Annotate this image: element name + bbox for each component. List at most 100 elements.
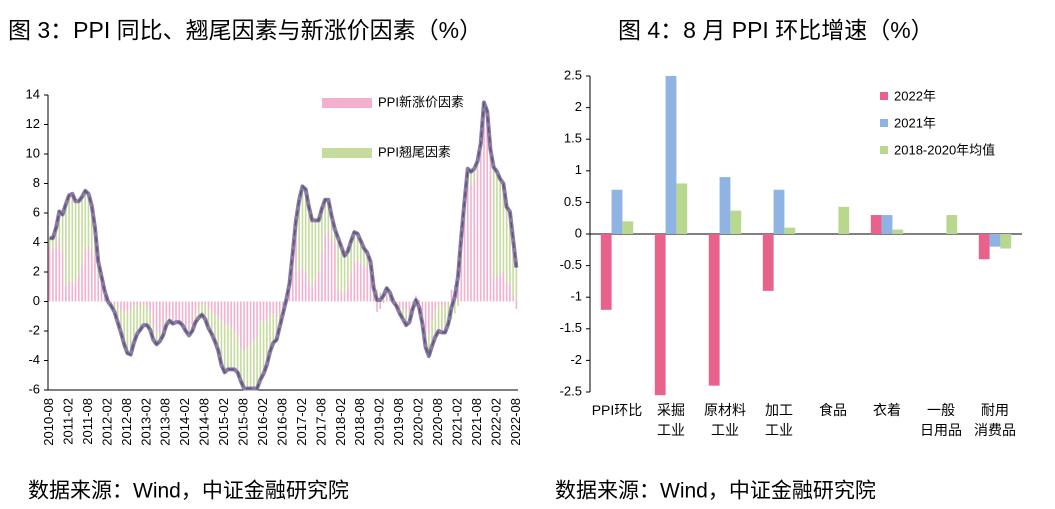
bar [719,177,731,234]
x-tick-label: 2014-02 [177,398,192,446]
x-tick-label: 2012-02 [99,398,114,446]
bar [87,245,90,302]
bar [363,266,365,302]
bar [65,204,67,286]
bar [210,311,213,334]
bar [272,301,275,314]
bar [676,183,688,234]
bar [188,301,190,330]
bar [233,301,236,333]
bar [418,300,420,302]
bar [68,280,70,302]
y-tick-label: -6 [28,381,40,396]
bar [372,292,375,302]
bar [838,206,850,234]
bar [492,167,495,278]
bar [243,301,245,352]
bar [327,229,330,302]
x-tick-label: 2011-02 [61,398,76,445]
bar [350,273,352,302]
bar [113,301,116,305]
bar [476,168,479,302]
bar [337,289,339,302]
bar [424,301,427,330]
legend-swatch [880,119,888,127]
bar [133,301,135,306]
x-tick-label: 2018-08 [352,398,367,446]
bar [431,301,433,321]
source-note: 数据来源：Wind，中证金融研究院 [555,480,876,503]
bar [223,301,226,326]
bar [665,76,677,234]
x-tick-label: 2020-02 [411,398,426,446]
bar [81,196,83,264]
x-tick-label: 2019-02 [372,398,387,446]
bar [308,207,310,281]
bar [366,266,369,302]
y-tick-label: -2.5 [560,383,582,398]
chart-title: 图 3：PPI 同比、翘尾因素与新涨价因素（%） [8,17,482,43]
bar [275,301,278,318]
x-tick-label: 2021-08 [469,398,484,446]
x-tick-label: 一般 日用品 [920,402,962,438]
bar [337,238,339,290]
y-tick-label: -1.5 [560,320,582,335]
bar [230,301,232,329]
bar [324,236,326,302]
y-tick-label: 14 [26,86,40,101]
bar [343,292,346,302]
bar [256,301,258,337]
bar [405,301,407,314]
bar [512,295,514,302]
line-dash [49,102,518,390]
x-tick-label: 2022-02 [488,398,503,446]
y-tick-label: 10 [26,145,40,160]
bar [126,311,129,354]
legend-swatch [322,98,372,108]
bar [269,314,271,352]
bar [159,301,161,333]
bar [773,189,785,234]
bar [317,220,320,272]
bar [483,103,485,302]
bar [55,245,57,302]
bar [155,301,158,333]
bar [434,310,437,337]
bar [881,215,893,234]
bar [431,320,433,346]
bar [262,322,265,374]
bar [321,208,323,253]
bar [327,199,330,230]
bar [450,289,453,302]
bar [120,301,122,311]
bar [295,235,297,302]
bar [291,261,294,302]
bar [210,301,213,312]
bar [385,295,388,302]
x-tick-label: PPI环比 [591,402,643,418]
bar [272,313,275,343]
x-tick-label: 原材料 工业 [704,402,746,438]
bar [382,301,385,303]
bar [227,325,229,370]
bar [162,301,164,329]
bar [379,301,382,309]
bar [311,220,313,287]
y-tick-label: -2 [570,352,582,367]
bar [149,301,151,312]
x-tick-label: 2015-08 [236,398,251,446]
bar [168,301,171,317]
bar [77,201,80,275]
bar [622,221,634,234]
bar [359,263,362,302]
bar [444,307,446,333]
bar [204,304,207,320]
bar [236,338,239,373]
x-tick-label: 加工 工业 [765,402,793,438]
bar [48,238,51,246]
bar [470,186,472,302]
y-tick-label: -0.5 [560,257,582,272]
bar [197,307,200,318]
bar [463,215,466,302]
